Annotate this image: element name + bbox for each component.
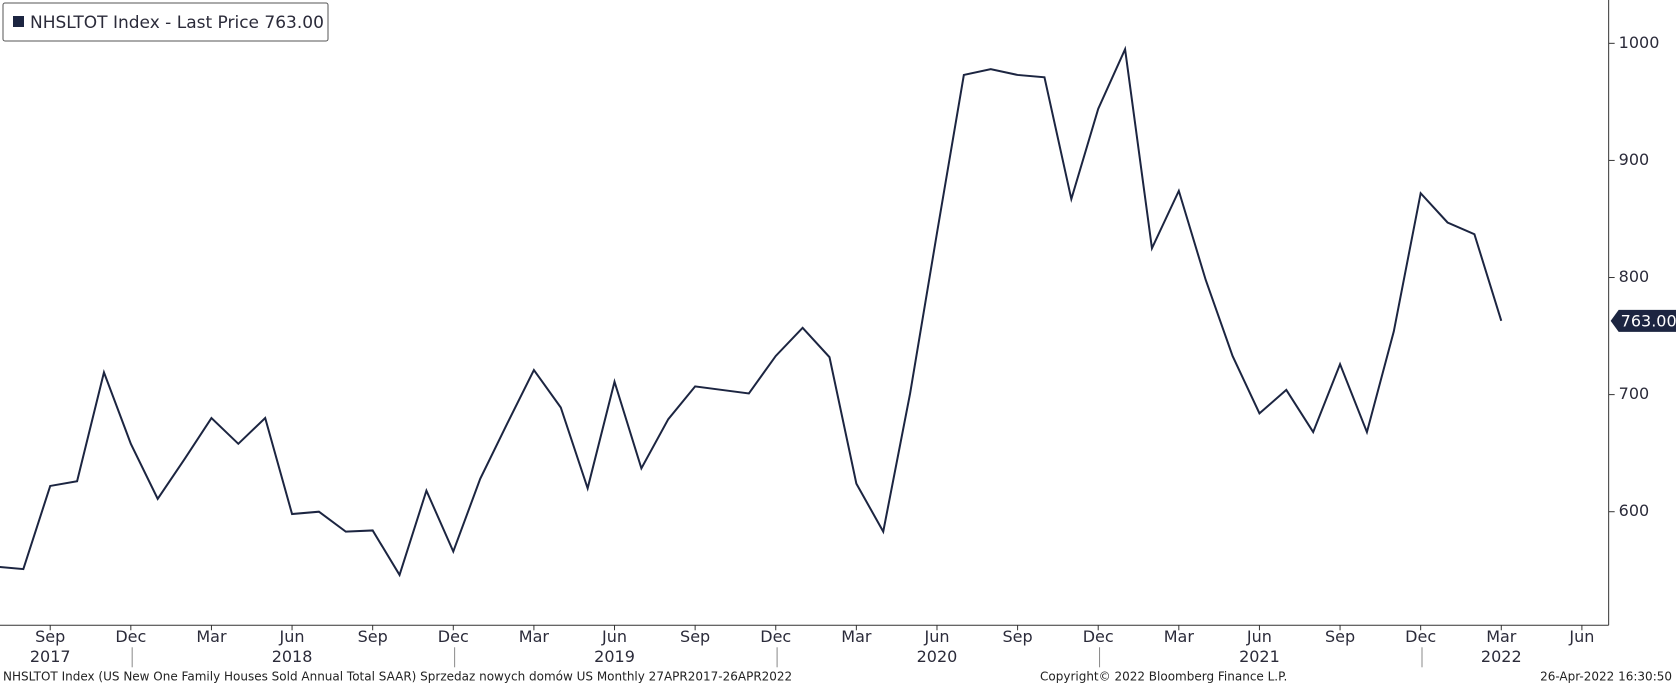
x-tick-label: Mar xyxy=(196,627,227,646)
y-tick-label: 900 xyxy=(1619,150,1650,169)
year-label: 2022 xyxy=(1481,647,1522,666)
y-tick-label: 700 xyxy=(1619,384,1650,403)
x-tick-label: Jun xyxy=(1568,627,1594,646)
x-tick-label: Dec xyxy=(115,627,146,646)
footer-copyright: Copyright© 2022 Bloomberg Finance L.P. xyxy=(1040,670,1287,684)
legend-box xyxy=(2,2,329,42)
legend-text: NHSLTOT Index - Last Price 763.00 xyxy=(30,13,324,33)
legend-swatch xyxy=(13,16,24,27)
last-price-label: 763.00 xyxy=(1621,311,1676,330)
x-tick-label: Sep xyxy=(680,627,710,646)
x-tick-label: Mar xyxy=(1164,627,1195,646)
y-tick-label: 800 xyxy=(1619,267,1650,286)
last-price-tag xyxy=(1610,309,1676,332)
x-tick-label: Dec xyxy=(760,627,791,646)
x-tick-label: Sep xyxy=(1325,627,1355,646)
footer-timestamp: 26-Apr-2022 16:30:50 xyxy=(1540,670,1672,684)
y-tick-label: 600 xyxy=(1619,501,1650,520)
year-label: 2019 xyxy=(594,647,635,666)
x-tick-label: Mar xyxy=(519,627,550,646)
x-tick-label: Dec xyxy=(438,627,469,646)
x-tick-label: Jun xyxy=(1246,627,1272,646)
x-tick-label: Jun xyxy=(279,627,305,646)
y-tick-label: 1000 xyxy=(1619,33,1660,52)
year-label: 2021 xyxy=(1239,647,1280,666)
price-line xyxy=(0,45,1503,578)
x-tick-label: Dec xyxy=(1405,627,1436,646)
year-label: 2018 xyxy=(272,647,313,666)
x-tick-label: Mar xyxy=(841,627,872,646)
x-tick-label: Jun xyxy=(923,627,949,646)
footer-source: NHSLTOT Index (US New One Family Houses … xyxy=(3,670,792,684)
x-tick-label: Sep xyxy=(1003,627,1033,646)
x-tick-label: Mar xyxy=(1486,627,1517,646)
x-tick-label: Jun xyxy=(601,627,627,646)
year-label: 2017 xyxy=(30,647,71,666)
x-tick-label: Sep xyxy=(35,627,65,646)
x-tick-label: Dec xyxy=(1083,627,1114,646)
x-tick-label: Sep xyxy=(358,627,388,646)
year-label: 2020 xyxy=(917,647,958,666)
